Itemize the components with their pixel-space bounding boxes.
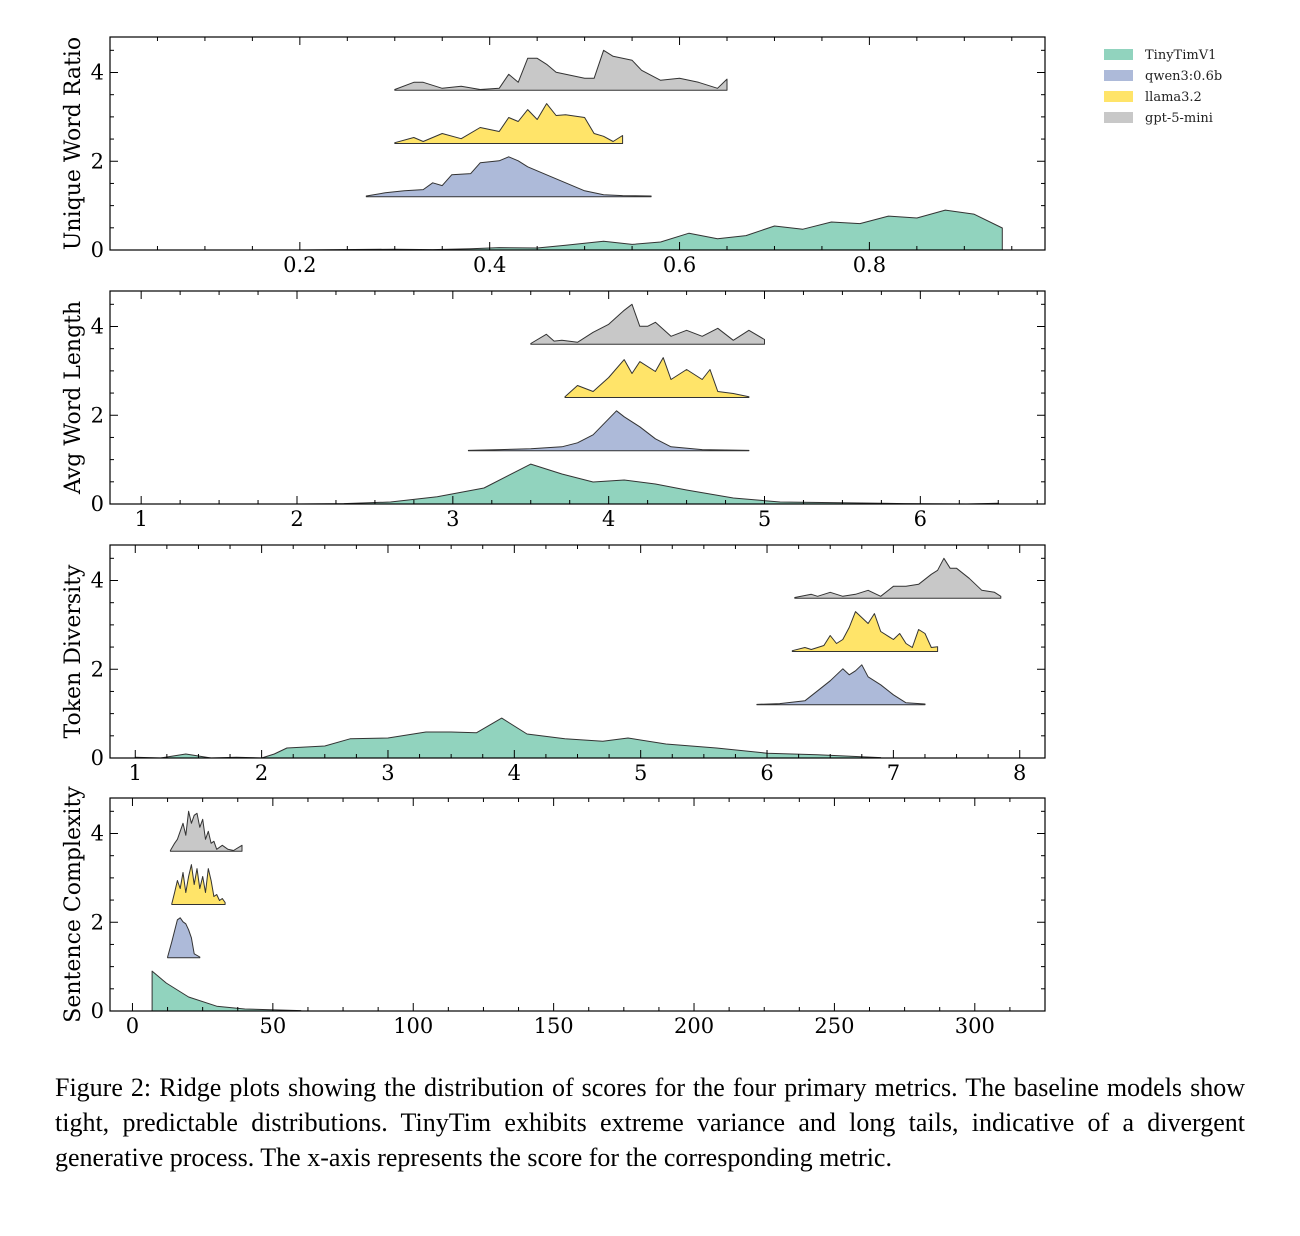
legend-label: llama3.2 (1145, 90, 1202, 105)
x-tick-label: 300 (955, 1014, 995, 1038)
ridge-gpt-5-mini (394, 49, 728, 91)
ridge-llama3-2 (791, 611, 939, 652)
x-tick-label: 1 (134, 507, 147, 531)
y-tick-label: 2 (91, 403, 104, 427)
ridge-llama3-2 (564, 357, 750, 398)
x-tick-label: 3 (446, 507, 459, 531)
y-tick-label: 2 (91, 657, 104, 681)
legend-label: TinyTimV1 (1145, 48, 1216, 63)
ridge-tinytimv1 (138, 209, 1003, 251)
y-tick-label: 2 (91, 149, 104, 173)
legend-label: gpt-5-mini (1145, 111, 1213, 126)
ridge-qwen3-0-6b (167, 917, 201, 959)
x-tick-label: 200 (674, 1014, 714, 1038)
x-tick-label: 2 (255, 761, 268, 785)
ridge-qwen3-0-6b (365, 156, 652, 198)
legend-swatch (1104, 49, 1133, 60)
legend: TinyTimV1 qwen3:0.6b llama3.2 gpt-5-mini (1104, 48, 1222, 126)
axes-frame (109, 797, 1046, 1012)
y-axis-label: Token Diversity (61, 564, 86, 739)
x-tick-label: 0.4 (473, 253, 506, 277)
y-axis-label: Avg Word Length (61, 301, 86, 495)
x-tick-label: 4 (508, 761, 521, 785)
y-tick-label: 0 (91, 492, 104, 516)
ridge-gpt-5-mini (169, 810, 243, 852)
x-tick-label: 0 (126, 1014, 139, 1038)
ridge-tinytimv1 (134, 717, 882, 759)
x-tick-label: 250 (814, 1014, 854, 1038)
x-tick-label: 1 (129, 761, 142, 785)
y-tick-label: 4 (91, 569, 104, 593)
legend-swatch (1104, 70, 1133, 81)
x-tick-label: 3 (381, 761, 394, 785)
x-tick-label: 5 (634, 761, 647, 785)
y-tick-label: 4 (91, 315, 104, 339)
ridge-tinytimv1 (151, 970, 302, 1012)
x-tick-label: 0.6 (663, 253, 696, 277)
y-tick-label: 0 (91, 999, 104, 1023)
x-tick-label: 6 (914, 507, 927, 531)
legend-swatch (1104, 91, 1133, 102)
y-tick-label: 2 (91, 910, 104, 934)
x-tick-label: 7 (887, 761, 900, 785)
x-tick-label: 6 (760, 761, 773, 785)
y-tick-label: 0 (91, 746, 104, 770)
figure-caption: Figure 2: Ridge plots showing the distri… (55, 1073, 1245, 1172)
y-tick-label: 4 (91, 822, 104, 846)
ridge-gpt-5-mini (794, 557, 1002, 599)
ridge-llama3-2 (394, 103, 624, 144)
x-tick-label: 50 (259, 1014, 286, 1038)
axes-frame (109, 36, 1046, 251)
y-tick-label: 0 (91, 238, 104, 262)
y-tick-label: 4 (91, 61, 104, 85)
ridge-qwen3-0-6b (467, 410, 750, 452)
legend-swatch (1104, 112, 1133, 123)
y-axis-label: Unique Word Ratio (61, 37, 86, 250)
ridge-qwen3-0-6b (756, 664, 926, 706)
ridge-llama3-2 (171, 864, 226, 905)
x-tick-label: 0.8 (853, 253, 886, 277)
axes-frame (109, 290, 1046, 505)
y-axis-label: Sentence Complexity (61, 786, 86, 1023)
x-tick-label: 2 (290, 507, 303, 531)
ridge-gpt-5-mini (530, 303, 765, 345)
x-tick-label: 100 (393, 1014, 433, 1038)
x-tick-label: 4 (602, 507, 615, 531)
x-tick-label: 0.2 (283, 253, 316, 277)
x-tick-label: 8 (1013, 761, 1026, 785)
x-tick-label: 5 (758, 507, 771, 531)
legend-label: qwen3:0.6b (1145, 69, 1222, 84)
x-tick-label: 150 (534, 1014, 574, 1038)
ridge-tinytimv1 (140, 463, 999, 505)
